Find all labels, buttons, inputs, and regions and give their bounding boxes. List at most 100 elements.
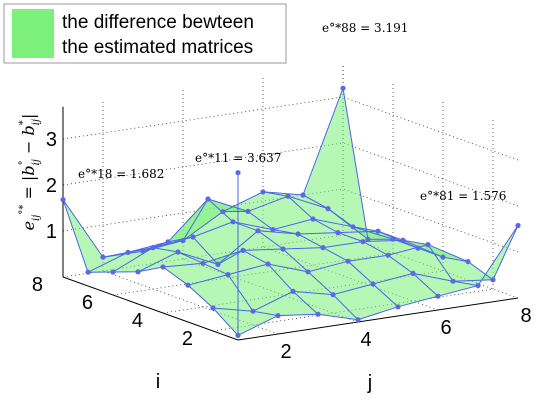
- annotation-label: e°*11 = 3.637: [195, 151, 281, 165]
- x-tick-label: 4: [132, 310, 143, 332]
- data-point: [285, 193, 291, 199]
- wire-col: [182, 198, 359, 321]
- wire-row: [112, 218, 394, 273]
- surface-patch: [163, 263, 228, 286]
- surface-patch: [223, 191, 288, 212]
- z-axis-label: eij°* = |b° ij − b* ij|: [18, 114, 42, 231]
- data-point: [350, 224, 356, 230]
- data-point: [185, 282, 191, 288]
- data-point: [400, 237, 406, 243]
- data-point: [160, 264, 166, 270]
- data-point: [320, 245, 326, 251]
- data-point: [265, 261, 271, 267]
- data-point: [85, 269, 91, 275]
- surface-patch: [268, 264, 333, 295]
- surface-patch: [263, 191, 328, 209]
- legend-swatch: [12, 9, 54, 58]
- data-point: [125, 249, 131, 255]
- surface-patch: [218, 230, 283, 265]
- data-point: [235, 332, 241, 338]
- wire-row: [137, 230, 419, 273]
- data-point: [190, 234, 196, 240]
- data-point: [290, 288, 296, 294]
- data-point: [270, 227, 276, 233]
- data-point: [410, 270, 416, 276]
- data-point: [515, 222, 521, 229]
- data-point: [295, 231, 301, 237]
- wireframe: [62, 88, 519, 336]
- data-point: [360, 239, 366, 245]
- wire-col: [342, 88, 519, 281]
- data-point: [250, 308, 256, 314]
- data-point: [220, 209, 226, 215]
- data-point: [385, 252, 391, 258]
- wire-row: [237, 225, 519, 336]
- surface-patch: [208, 199, 273, 230]
- surface-patch: [428, 244, 493, 282]
- wire-row: [212, 272, 494, 312]
- y-tick-label: 8: [520, 305, 531, 327]
- y-tick-label: 4: [360, 329, 371, 351]
- annotation-label: e°*81 = 1.576: [420, 189, 506, 203]
- axis-line: [62, 276, 519, 341]
- data-point: [440, 254, 446, 260]
- data-point: [260, 189, 266, 195]
- legend: the difference bewteen the estimated mat…: [3, 3, 287, 64]
- x-tick-label: 2: [182, 328, 193, 350]
- data-point: [180, 238, 186, 244]
- data-point: [215, 261, 221, 267]
- data-point: [365, 236, 371, 242]
- data-point: [205, 196, 211, 202]
- z-tick-label: 2: [46, 175, 57, 197]
- data-point: [305, 269, 311, 275]
- data-point: [335, 230, 341, 236]
- data-point: [300, 192, 306, 198]
- x-axis-label: i: [156, 371, 160, 393]
- data-point: [200, 260, 206, 266]
- svg-text:eij°* = |b°ij − b*ij|: eij°* = |b° ij − b* ij|: [18, 114, 42, 231]
- wire-row: [187, 244, 469, 286]
- data-point: [330, 292, 336, 298]
- data-point: [355, 317, 361, 323]
- surface-patch: [138, 252, 203, 272]
- data-point: [235, 170, 241, 176]
- surface-patch: [348, 255, 413, 284]
- data-point: [345, 258, 351, 264]
- data-point: [475, 283, 481, 289]
- y-tick-label: 6: [440, 317, 451, 339]
- surface-patch: [88, 247, 153, 273]
- data-point: [450, 278, 456, 284]
- data-point: [245, 208, 251, 214]
- surface-patch: [188, 274, 253, 312]
- data-point: [425, 242, 431, 248]
- wire-col: [102, 247, 279, 317]
- surface-patch: [258, 230, 323, 249]
- data-point: [310, 216, 316, 222]
- surface-patch: [293, 291, 358, 320]
- data-point: [140, 248, 146, 254]
- data-point: [150, 245, 156, 251]
- data-point: [415, 245, 421, 251]
- surface-patch: [388, 244, 453, 282]
- data-point: [395, 304, 401, 310]
- data-point: [435, 293, 441, 299]
- wire-col: [302, 194, 479, 287]
- data-point: [135, 269, 141, 275]
- surface-patch: [243, 249, 308, 272]
- data-points: [60, 85, 521, 338]
- surface-patch: [303, 88, 368, 240]
- grid-line: [62, 96, 519, 161]
- surface-patch: [273, 219, 338, 234]
- surface-patch: [288, 196, 353, 227]
- data-point: [60, 197, 66, 203]
- data-point: [325, 206, 331, 212]
- data-point: [100, 254, 106, 260]
- legend-entry-line-1: the difference bewteen: [62, 12, 254, 33]
- data-point: [240, 247, 246, 253]
- data-point: [315, 311, 321, 317]
- wire-col: [222, 210, 399, 308]
- tick-labels: 2 4 6 8 2 4 6 8 1 2 3: [32, 129, 532, 363]
- wire-col: [262, 191, 439, 297]
- axes: [62, 106, 519, 341]
- annotation-label: e°*88 = 3.191: [322, 21, 408, 35]
